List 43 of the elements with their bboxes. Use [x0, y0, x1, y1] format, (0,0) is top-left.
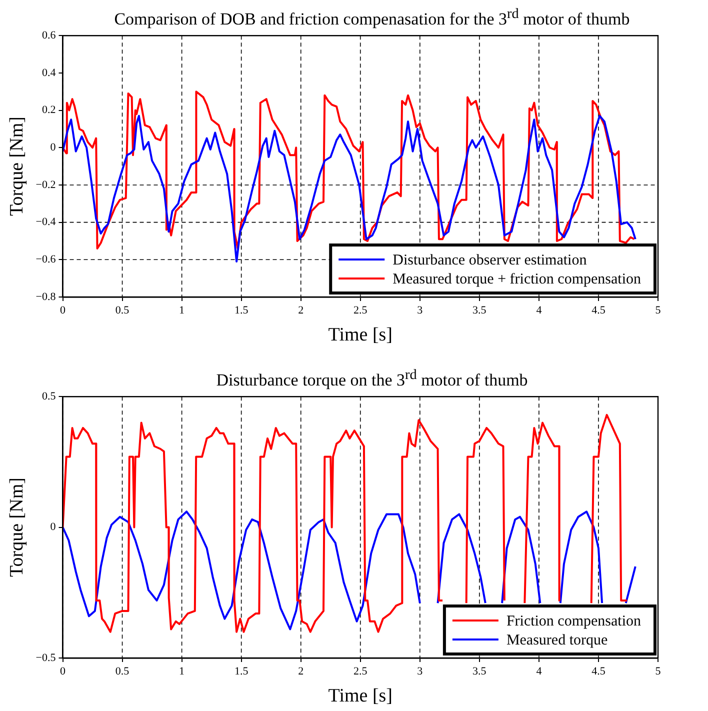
- y-tick-label: −0.5: [36, 652, 56, 664]
- x-tick-label: 3.5: [472, 665, 487, 678]
- x-tick-label: 2: [298, 665, 304, 678]
- x-tick-label: 1.5: [234, 304, 249, 316]
- y-tick-label: −0.8: [36, 290, 56, 303]
- x-tick-label: 3: [417, 665, 424, 678]
- legend-label: Friction compensation: [506, 613, 642, 630]
- x-axis-title: Time [s]: [328, 324, 392, 346]
- legend-label: Disturbance observer estimation: [392, 252, 588, 268]
- y-axis-title: Torque [Nm]: [6, 478, 28, 578]
- x-tick-label: 5: [655, 304, 662, 316]
- x-axis-title: Time [s]: [328, 686, 392, 707]
- x-tick-label: 2: [298, 304, 304, 316]
- x-tick-label: 4.5: [592, 304, 606, 316]
- y-tick-label: 0.5: [42, 390, 56, 402]
- legend-label: Measured torque: [506, 632, 608, 648]
- y-axis-title: Torque [Nm]: [6, 116, 28, 216]
- x-tick-label: 3.5: [472, 304, 487, 316]
- x-tick-label: 1.5: [234, 665, 249, 678]
- x-tick-label: 1: [179, 665, 185, 678]
- y-tick-label: 0.2: [42, 104, 56, 116]
- x-tick-label: 4: [536, 304, 542, 316]
- y-tick-label: −0.4: [36, 216, 56, 228]
- y-tick-label: −0.6: [36, 254, 56, 266]
- y-tick-label: 0: [50, 142, 56, 154]
- x-tick-label: 4: [536, 665, 542, 678]
- x-tick-label: 1: [179, 304, 185, 316]
- x-tick-label: 0: [60, 665, 66, 678]
- x-tick-label: 2.5: [354, 304, 368, 316]
- y-tick-label: 0.4: [42, 66, 56, 79]
- legend-label: Measured torque + friction compensation: [392, 271, 642, 288]
- x-tick-label: 0.5: [115, 304, 130, 316]
- x-tick-label: 4.5: [592, 665, 606, 678]
- chart-title: Disturbance torque on the 3$^{rd}$ motor of thumb: [215, 366, 529, 390]
- chart-title: Comparison of DOB and friction compenasation for the 3$^{rd}$ motor of thumb: [113, 5, 631, 29]
- y-tick-label: 0: [50, 521, 56, 534]
- y-tick-label: −0.2: [36, 178, 56, 191]
- y-tick-label: 0.6: [42, 29, 56, 42]
- x-tick-label: 0: [60, 304, 66, 316]
- x-tick-label: 0.5: [115, 665, 130, 678]
- x-tick-label: 3: [417, 304, 424, 316]
- x-tick-label: 2.5: [354, 665, 368, 678]
- x-tick-label: 5: [655, 665, 662, 678]
